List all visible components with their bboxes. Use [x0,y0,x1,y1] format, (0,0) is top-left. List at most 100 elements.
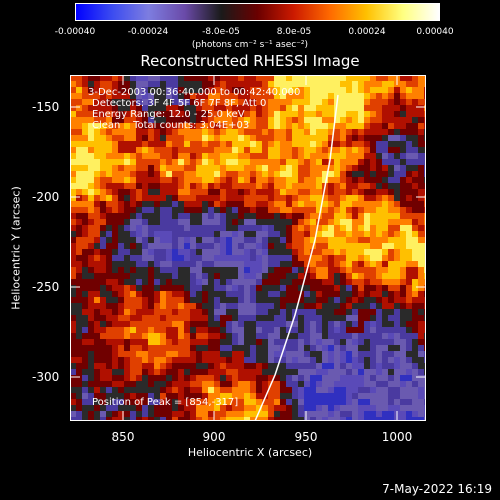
heatmap-cell [274,135,280,141]
heatmap-cell [256,387,262,393]
heatmap-cell [256,93,262,99]
heatmap-cell [130,153,136,159]
heatmap-cell [118,189,124,195]
heatmap-cell [112,363,118,369]
heatmap-cell [88,405,94,411]
heatmap-cell [400,81,406,87]
heatmap-cell [280,357,286,363]
heatmap-cell [346,333,352,339]
heatmap-cell [130,111,136,117]
heatmap-cell [184,363,190,369]
heatmap-cell [130,147,136,153]
heatmap-cell [328,207,334,213]
heatmap-cell [256,357,262,363]
heatmap-cell [418,165,424,171]
heatmap-cell [406,93,412,99]
heatmap-cell [118,213,124,219]
heatmap-cell [214,201,220,207]
heatmap-cell [142,201,148,207]
heatmap-cell [190,357,196,363]
heatmap-cell [316,309,322,315]
heatmap-cell [70,75,76,81]
heatmap-cell [100,93,106,99]
heatmap-cell [154,129,160,135]
heatmap-cell [112,189,118,195]
heatmap-cell [238,231,244,237]
heatmap-cell [370,333,376,339]
heatmap-cell [370,171,376,177]
heatmap-cell [346,351,352,357]
heatmap-cell [88,81,94,87]
heatmap-cell [352,99,358,105]
heatmap-cell [298,195,304,201]
heatmap-cell [376,213,382,219]
heatmap-cell [238,363,244,369]
heatmap-cell [382,327,388,333]
heatmap-cell [226,369,232,375]
heatmap-cell [178,399,184,405]
heatmap-cell [292,195,298,201]
heatmap-cell [352,321,358,327]
heatmap-cell [220,321,226,327]
heatmap-cell [382,117,388,123]
heatmap-cell [316,285,322,291]
heatmap-cell [286,123,292,129]
heatmap-cell [280,363,286,369]
heatmap-cell [346,75,352,81]
heatmap-cell [286,261,292,267]
heatmap-cell [322,261,328,267]
heatmap-cell [94,399,100,405]
heatmap-cell [268,231,274,237]
heatmap-cell [388,303,394,309]
heatmap-cell [346,339,352,345]
heatmap-cell [310,405,316,411]
heatmap-cell [214,411,220,417]
heatmap-cell [274,327,280,333]
heatmap-cell [274,75,280,81]
heatmap-cell [376,333,382,339]
heatmap-cell [286,159,292,165]
heatmap-cell [394,321,400,327]
heatmap-cell [352,309,358,315]
heatmap-cell [172,189,178,195]
heatmap-cell [106,183,112,189]
heatmap-cell [418,369,424,375]
heatmap-cell [76,129,82,135]
heatmap-cell [214,291,220,297]
heatmap-cell [82,249,88,255]
heatmap-cell [310,369,316,375]
heatmap-cell [412,375,418,381]
heatmap-cell [322,267,328,273]
heatmap-cell [250,219,256,225]
heatmap-cell [244,297,250,303]
heatmap-cell [382,225,388,231]
heatmap-cell [334,231,340,237]
heatmap-cell [274,297,280,303]
heatmap-cell [160,327,166,333]
heatmap-cell [310,123,316,129]
heatmap-cell [400,399,406,405]
heatmap-cell [406,159,412,165]
heatmap-cell [304,75,310,81]
heatmap-cell [208,381,214,387]
heatmap-cell [124,303,130,309]
heatmap-cell [412,225,418,231]
heatmap-cell [310,339,316,345]
heatmap-cell [406,225,412,231]
heatmap-cell [244,183,250,189]
heatmap-cell [232,123,238,129]
heatmap-cell [214,273,220,279]
heatmap-cell [154,357,160,363]
heatmap-cell [286,417,292,421]
heatmap-cell [118,261,124,267]
heatmap-cell [172,105,178,111]
heatmap-cell [400,345,406,351]
heatmap-cell [286,117,292,123]
heatmap-cell [340,339,346,345]
heatmap-cell [172,93,178,99]
heatmap-cell [82,303,88,309]
heatmap-cell [310,165,316,171]
heatmap-cell [274,201,280,207]
heatmap-cell [280,135,286,141]
heatmap-cell [406,255,412,261]
